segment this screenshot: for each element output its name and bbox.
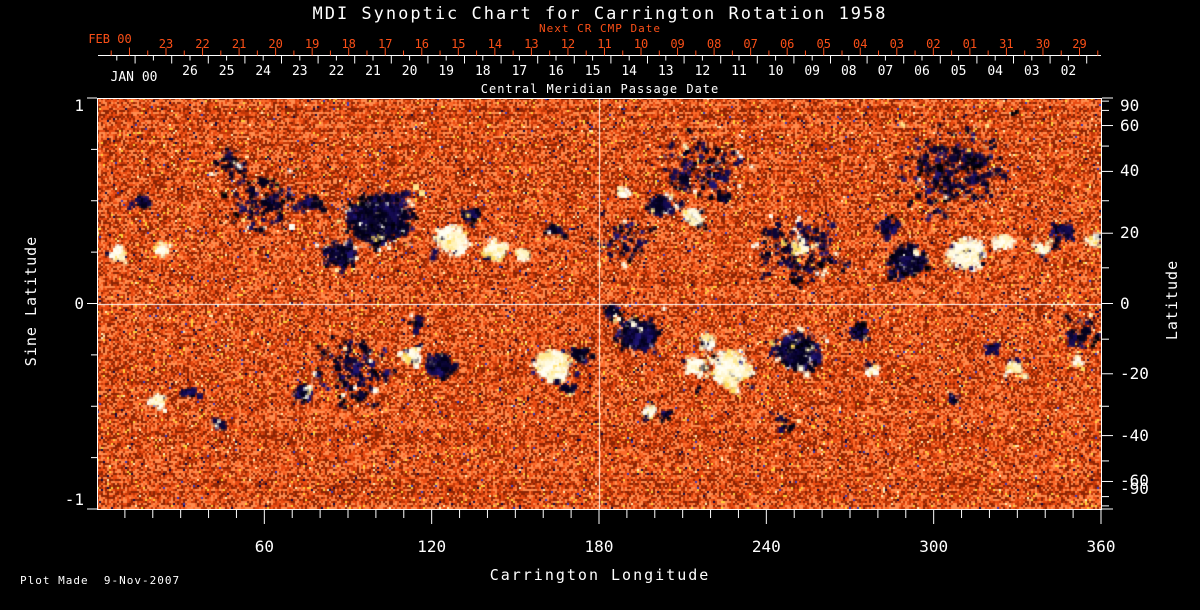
cmp-date-label: 07: [877, 64, 894, 79]
central-meridian-passage-label: Central Meridian Passage Date: [480, 82, 720, 96]
latitude-tick-label: -20: [1120, 363, 1149, 383]
cmp-date-label: 06: [914, 64, 930, 79]
right-axis-title: Latitude: [1163, 259, 1181, 341]
cmp-date-label: 13: [657, 64, 674, 79]
next-cr-month-label: FEB 00: [88, 32, 132, 46]
page-title: MDI Synoptic Chart for Carrington Rotati…: [312, 4, 888, 24]
latitude-tick-label: 90: [1120, 96, 1140, 115]
next-cr-date-label: 06: [779, 37, 795, 51]
next-cr-date-label: 30: [1035, 37, 1051, 51]
cmp-date-label: 14: [621, 64, 638, 79]
next-cr-date-label: 13: [524, 37, 539, 51]
next-cr-date-label: 04: [853, 37, 868, 51]
x-axis-title: Carrington Longitude: [489, 566, 711, 584]
cmp-date-label: 20: [401, 64, 418, 79]
sine-latitude-tick-label: 1: [74, 96, 84, 115]
next-cr-date-label: 08: [706, 37, 722, 51]
cmp-date-label: 22: [328, 64, 345, 79]
latitude-tick-label: -60: [1120, 471, 1149, 491]
cmp-date-label: 19: [438, 64, 455, 79]
cmp-month-label: JAN 00: [110, 70, 158, 85]
next-cr-date-label: 29: [1072, 37, 1087, 51]
next-cr-date-label: 20: [268, 37, 283, 51]
next-cr-date-label: 12: [560, 37, 576, 51]
longitude-tick-label: 120: [417, 537, 447, 556]
next-cr-date-label: 31: [999, 37, 1014, 51]
cmp-date-label: 08: [840, 64, 857, 79]
cmp-date-label: 15: [584, 64, 601, 79]
latitude-tick-label: 60: [1120, 115, 1140, 135]
cmp-date-label: 18: [474, 64, 491, 79]
cmp-date-label: 24: [255, 64, 272, 79]
cmp-date-label: 26: [182, 64, 198, 79]
cmp-date-label: 23: [291, 64, 308, 79]
next-cr-date-label: 01: [962, 37, 978, 51]
latitude-tick-label: -90: [1120, 479, 1149, 498]
plot-frame: [97, 98, 1102, 510]
next-cr-date-label: 05: [816, 37, 831, 51]
next-cr-cmp-date-label: Next CR CMP Date: [539, 22, 661, 35]
next-cr-date-label: 17: [378, 37, 393, 51]
longitude-tick-label: 240: [751, 537, 781, 556]
cmp-date-label: 05: [950, 64, 967, 79]
cmp-date-label: 12: [694, 64, 711, 79]
longitude-tick-label: 300: [919, 537, 949, 556]
plot-made-timestamp: Plot Made 9-Nov-2007: [20, 574, 181, 587]
magnetogram-map: [97, 98, 1101, 509]
cmp-date-label: 03: [1023, 64, 1040, 79]
longitude-tick-label: 60: [254, 537, 274, 556]
latitude-tick-label: 20: [1120, 223, 1140, 243]
next-cr-date-label: 09: [670, 37, 685, 51]
cmp-date-label: 04: [987, 64, 1004, 79]
cmp-date-label: 09: [804, 64, 821, 79]
sine-latitude-tick-label: -1: [64, 490, 84, 509]
latitude-tick-label: 40: [1120, 161, 1140, 181]
sine-latitude-tick-label: 0: [74, 293, 84, 313]
next-cr-date-label: 16: [414, 37, 429, 51]
next-cr-date-label: 15: [451, 37, 466, 51]
next-cr-date-label: 02: [926, 37, 941, 51]
next-cr-date-label: 10: [633, 37, 649, 51]
next-cr-date-label: 21: [231, 37, 247, 51]
next-cr-date-label: 18: [341, 37, 356, 51]
longitude-tick-label: 360: [1086, 537, 1116, 556]
cmp-date-label: 21: [365, 64, 381, 79]
cmp-date-label: 02: [1060, 64, 1077, 79]
next-cr-date-label: 23: [158, 37, 174, 51]
next-cr-date-label: 14: [487, 37, 503, 51]
longitude-tick-label: 180: [584, 537, 614, 556]
next-cr-date-label: 19: [304, 37, 320, 51]
left-axis-title: Sine Latitude: [22, 235, 40, 367]
cmp-date-label: 17: [511, 64, 528, 79]
cmp-date-label: 10: [767, 64, 784, 79]
cmp-date-label: 25: [218, 64, 235, 79]
next-cr-date-label: 22: [195, 37, 210, 51]
cmp-date-label: 16: [548, 64, 564, 79]
next-cr-date-label: 11: [597, 37, 612, 51]
cmp-date-label: 11: [731, 64, 747, 79]
latitude-tick-label: -40: [1120, 425, 1149, 445]
next-cr-date-label: 07: [743, 37, 758, 51]
latitude-tick-label: 0: [1120, 293, 1130, 313]
next-cr-date-label: 03: [889, 37, 905, 51]
